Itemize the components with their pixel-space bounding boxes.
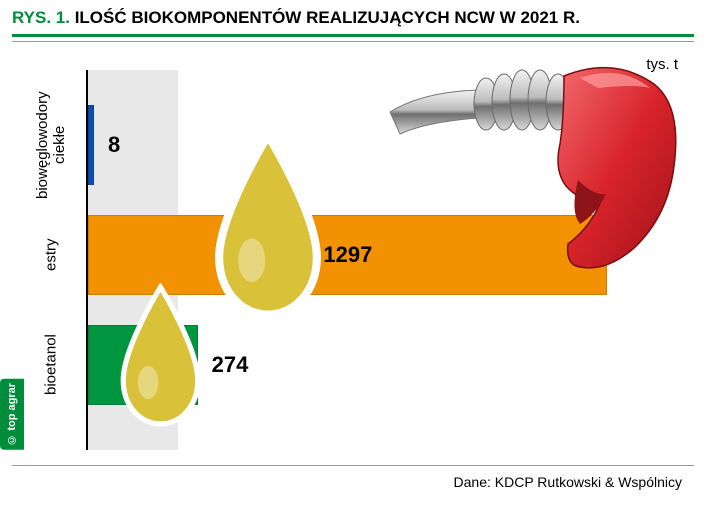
- bar-value-estry: 1297: [323, 242, 372, 268]
- copyright-badge: © top agrar: [0, 379, 24, 450]
- bar-bioweglowodory: [88, 105, 94, 185]
- chart-header: RYS. 1. ILOŚĆ BIOKOMPONENTÓW REALIZUJĄCY…: [0, 0, 706, 34]
- footer-rule: [12, 465, 694, 466]
- bar-bioetanol: [88, 325, 198, 405]
- data-source: Dane: KDCP Rutkowski & Wspólnicy: [454, 474, 682, 490]
- category-label-estry: estry: [26, 200, 76, 310]
- header-rule: [12, 34, 694, 37]
- chart-area: biowęglowodory ciekłe 8 estry 1297 bioetanol…: [28, 70, 688, 450]
- header-thin-rule: [12, 41, 694, 42]
- category-label-bioweglowodory: biowęglowodory ciekłe: [26, 90, 76, 200]
- category-label-bioetanol: bioetanol: [26, 310, 76, 420]
- bar-value-bioweglowodory: 8: [108, 132, 120, 158]
- bar-row-bioetanol: bioetanol 274: [28, 310, 688, 420]
- bar-row-estry: estry 1297: [28, 200, 688, 310]
- chart-title: ILOŚĆ BIOKOMPONENTÓW REALIZUJĄCYCH NCW W…: [75, 8, 580, 27]
- figure-label: RYS. 1.: [12, 8, 70, 27]
- bar-row-bioweglowodory: biowęglowodory ciekłe 8: [28, 90, 688, 200]
- bar-value-bioetanol: 274: [212, 352, 249, 378]
